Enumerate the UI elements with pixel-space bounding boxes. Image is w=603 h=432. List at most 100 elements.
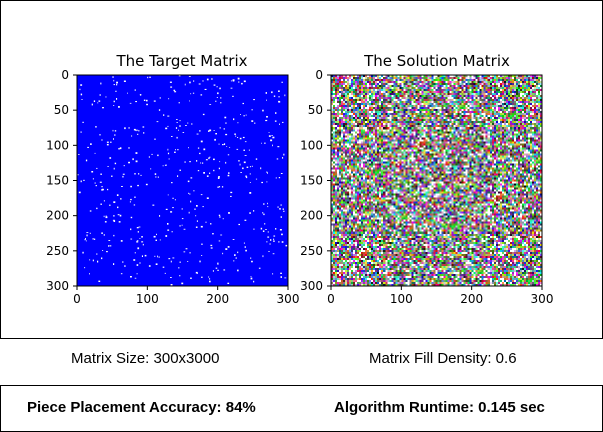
heatmap-cell [120, 273, 123, 275]
heatmap-cell [113, 215, 115, 217]
heatmap-cell [139, 238, 141, 239]
heatmap-cell [157, 154, 159, 157]
heatmap-cell [201, 243, 203, 245]
heatmap-cell [177, 175, 179, 177]
heatmap-cell [198, 83, 201, 85]
heatmap-cell [187, 122, 189, 124]
heatmap-cell [248, 149, 250, 151]
heatmap-cell [80, 131, 82, 133]
heatmap-cell [273, 240, 275, 242]
heatmap-cell [208, 276, 210, 278]
heatmap-cell [83, 179, 85, 181]
heatmap-cell [224, 116, 227, 119]
heatmap-cell [279, 208, 281, 210]
heatmap-cell [181, 282, 184, 285]
heatmap-cell [165, 164, 167, 166]
heatmap-cell [183, 228, 186, 230]
solution-matrix-title: The Solution Matrix [363, 52, 510, 70]
heatmap-cell [170, 284, 173, 286]
heatmap-cell [155, 176, 157, 178]
heatmap-cell [266, 116, 268, 118]
heatmap-cell [273, 238, 275, 241]
heatmap-cell [284, 277, 287, 279]
x-tick-label: 0 [327, 292, 335, 306]
heatmap-cell [235, 135, 237, 137]
heatmap-cell [142, 126, 145, 128]
stats-row: Matrix Size: 300x3000 Matrix Fill Densit… [0, 350, 603, 372]
heatmap-cell [201, 276, 203, 278]
heatmap-cell [114, 134, 116, 136]
heatmap-cell [135, 101, 137, 103]
heatmap-cell [196, 220, 198, 222]
heatmap-cell [243, 80, 246, 83]
heatmap-cell [184, 161, 186, 163]
heatmap-cell [132, 158, 134, 161]
heatmap-cell [263, 203, 265, 205]
heatmap-cell [130, 238, 133, 240]
heatmap-cell [136, 264, 139, 266]
heatmap-cell [143, 132, 145, 134]
heatmap-cell [203, 172, 205, 174]
heatmap-cell [188, 147, 189, 149]
heatmap-cell [113, 84, 115, 86]
heatmap-cell [202, 80, 204, 82]
heatmap-cell [265, 92, 267, 94]
heatmap-cell [78, 154, 80, 155]
heatmap-cell [223, 128, 225, 130]
y-tick-label: 100 [46, 138, 69, 152]
heatmap-cell [155, 239, 157, 241]
heatmap-cell [91, 103, 93, 106]
heatmap-cell [220, 97, 222, 99]
heatmap-cell [148, 156, 150, 158]
heatmap-cell [96, 253, 98, 255]
heatmap-cell [129, 201, 131, 203]
heatmap-cell [135, 160, 138, 163]
heatmap-cell [86, 232, 89, 233]
heatmap-cell [283, 153, 285, 156]
heatmap-cell [242, 167, 244, 170]
heatmap-cell [174, 91, 177, 93]
heatmap-cell [251, 165, 253, 167]
heatmap-cell [176, 119, 178, 120]
heatmap-cell [89, 259, 91, 261]
heatmap-cell [101, 186, 103, 188]
heatmap-cell [243, 115, 245, 117]
heatmap-cell [262, 230, 265, 232]
heatmap-cell [237, 77, 240, 80]
heatmap-cell [96, 207, 98, 210]
heatmap-cell [228, 212, 230, 214]
heatmap-cell [192, 92, 195, 94]
heatmap-cell [217, 186, 219, 188]
heatmap-cell [215, 100, 217, 102]
heatmap-cell [80, 93, 83, 96]
heatmap-cell [127, 92, 128, 94]
results-box: Piece Placement Accuracy: 84% Algorithm … [0, 385, 603, 432]
heatmap-cell [213, 158, 215, 161]
heatmap-cell [241, 82, 243, 85]
heatmap-cell [182, 132, 185, 133]
heatmap-cell [158, 109, 161, 111]
heatmap-cell [113, 105, 115, 106]
heatmap-cell [84, 239, 86, 241]
y-tick-label: 150 [46, 174, 69, 188]
heatmap-cell [278, 177, 281, 179]
heatmap-cell [218, 176, 220, 178]
heatmap-cell [260, 167, 262, 170]
heatmap-cell [227, 282, 230, 284]
heatmap-cell [165, 235, 168, 237]
heatmap-cell [156, 121, 159, 123]
heatmap-cell [106, 141, 109, 143]
heatmap-cell [117, 214, 120, 216]
heatmap-cell [118, 148, 121, 150]
heatmap-cell [200, 94, 203, 96]
heatmap-cell [215, 133, 217, 135]
heatmap-cell [234, 254, 236, 256]
heatmap-cell [240, 172, 242, 173]
heatmap-cell [172, 207, 174, 209]
heatmap-cell [222, 144, 224, 146]
heatmap-cell [141, 236, 143, 238]
heatmap-cell [113, 220, 116, 222]
heatmap-cell [100, 173, 102, 175]
heatmap-cell [154, 173, 157, 175]
heatmap-cell [131, 135, 133, 137]
